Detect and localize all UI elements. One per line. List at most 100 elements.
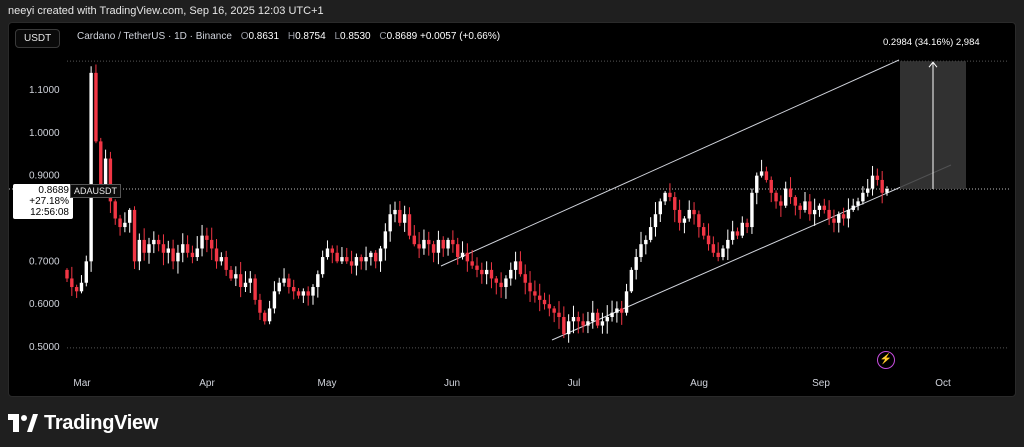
candle-body: [210, 239, 214, 249]
close-label: C: [379, 31, 387, 42]
candle-body: [70, 278, 74, 288]
candle-body: [861, 192, 865, 202]
candle-body: [745, 222, 749, 228]
tradingview-logo-icon: [8, 414, 38, 432]
candle-body: [118, 218, 122, 228]
currency-button[interactable]: USDT: [15, 29, 61, 48]
x-tick-label: Oct: [935, 378, 951, 389]
candle-body: [176, 252, 180, 262]
candle-body: [866, 188, 870, 193]
candle-body: [586, 321, 590, 326]
candle-body: [808, 201, 812, 215]
candle-body: [755, 175, 759, 193]
candle-body: [494, 278, 498, 283]
candle-body: [566, 321, 571, 335]
candle-body: [769, 179, 773, 193]
brand-name: TradingView: [44, 411, 159, 434]
candle-body: [687, 209, 691, 219]
candle-body: [113, 201, 117, 219]
ascending-channel[interactable]: [440, 59, 952, 341]
high-label: H: [287, 31, 296, 42]
candle-body: [837, 214, 841, 223]
candle-body: [702, 227, 706, 236]
y-tick-label: 0.6000: [29, 299, 60, 310]
candle-body: [629, 269, 634, 292]
price-chart[interactable]: 0.5000 0.6000 0.7000 0.9000 1.0000 1.1000 Mar…: [9, 23, 1015, 396]
y-tick-label: 0.7000: [29, 256, 60, 267]
chart-panel[interactable]: 0.5000 0.6000 0.7000 0.9000 1.0000 1.1000 Mar…: [8, 22, 1016, 397]
candle-body: [750, 192, 754, 228]
candle-body: [234, 274, 238, 279]
candle-body: [335, 252, 339, 262]
candle-body: [706, 235, 711, 245]
candle-body: [147, 244, 151, 253]
y-tick-label: 1.0000: [29, 128, 60, 139]
candle-body: [282, 278, 286, 283]
candle-body: [571, 317, 576, 322]
candle-body: [171, 248, 175, 262]
candle-body: [663, 192, 667, 202]
y-tick-label: 0.9000: [29, 171, 60, 182]
candle-body: [716, 252, 720, 258]
candle-body: [547, 304, 552, 309]
candle-body: [296, 291, 301, 296]
candle-body: [697, 214, 701, 228]
candle-body: [711, 244, 716, 253]
symbol-name: Cardano / TetherUS · 1D · Binance: [77, 31, 232, 42]
candle-body: [185, 244, 190, 253]
candle-body: [562, 317, 566, 335]
candle-body: [634, 257, 638, 270]
candle-body: [224, 257, 228, 270]
candle-body: [639, 244, 643, 258]
close-value: 0.8689: [386, 31, 418, 42]
candle-body: [248, 278, 252, 283]
candle-body: [658, 201, 662, 215]
candle-body: [451, 239, 455, 245]
candle-body: [89, 72, 93, 262]
candle-body: [311, 287, 315, 296]
current-price-tag: 0.8689 +27.18% 12:56:08: [13, 184, 73, 219]
candle-body: [557, 312, 561, 318]
candle-body: [620, 308, 624, 313]
candle-body: [677, 209, 682, 223]
candle-body: [417, 244, 421, 249]
price-change-percent: +27.18%: [29, 196, 69, 207]
candle-body: [272, 291, 277, 309]
candle-body: [84, 261, 88, 283]
candle-body: [644, 239, 648, 245]
x-tick-label: Mar: [73, 378, 91, 389]
candle-body: [65, 269, 69, 279]
x-tick-label: Sep: [812, 378, 830, 389]
candle-body: [195, 248, 199, 258]
candle-body: [538, 295, 542, 300]
price-range-measure[interactable]: [900, 61, 966, 189]
candle-body: [480, 269, 484, 275]
candle-body: [205, 235, 209, 240]
lightning-icon[interactable]: ⚡: [877, 351, 895, 369]
candle-body: [214, 248, 219, 262]
candle-body: [427, 239, 431, 245]
candle-body: [827, 209, 831, 219]
candle-body: [885, 188, 889, 193]
candle-body: [128, 209, 132, 223]
candle-body: [253, 278, 257, 300]
brand-logo: TradingView: [8, 408, 158, 438]
candle-body: [181, 244, 185, 253]
candle-body: [730, 231, 735, 240]
low-value: 0.8530: [340, 31, 371, 42]
candle-body: [277, 282, 281, 292]
candle-body: [359, 257, 363, 262]
price-axis[interactable]: 0.5000 0.6000 0.7000 0.9000 1.0000 1.1000: [29, 85, 60, 353]
candle-body: [552, 308, 556, 313]
candle-body: [316, 274, 320, 288]
candle-body: [668, 192, 672, 198]
candle-body: [412, 235, 416, 245]
candle-body: [345, 257, 349, 262]
candle-body: [378, 248, 383, 262]
low-label: L: [334, 31, 341, 42]
candle-body: [292, 287, 296, 292]
time-axis[interactable]: Mar Apr May Jun Jul Aug Sep Oct: [73, 378, 951, 389]
x-tick-label: Apr: [199, 378, 215, 389]
symbol-tag: ADAUSDT: [70, 184, 122, 198]
price-guide-lines: [9, 60, 1009, 349]
